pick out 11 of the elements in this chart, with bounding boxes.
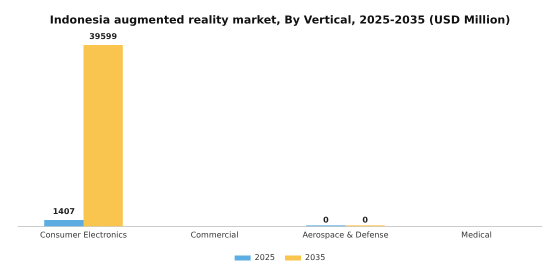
data-label: 39599 <box>89 32 118 42</box>
x-tick-label: Medical <box>461 230 492 240</box>
legend-label: 2025 <box>254 253 275 262</box>
data-label: 1407 <box>52 207 75 216</box>
chart-title: Indonesia augmented reality market, By Vertical, 2025-2035 (USD Million) <box>50 13 510 26</box>
x-tick-label: Consumer Electronics <box>40 230 127 240</box>
data-label: 0 <box>323 215 330 224</box>
x-tick-label: Aerospace & Defense <box>302 230 389 240</box>
data-label: 0 <box>362 215 368 224</box>
legend-label: 2035 <box>305 253 326 262</box>
x-tick-label: Commercial <box>190 230 238 240</box>
